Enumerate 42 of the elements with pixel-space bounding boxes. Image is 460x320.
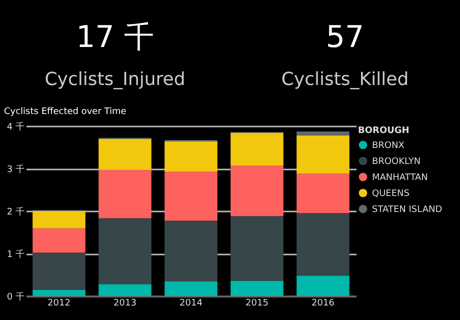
bar [230, 166, 284, 216]
bar [296, 135, 350, 174]
bar [32, 211, 86, 228]
bar [32, 252, 86, 290]
x-tick-label: 2013 [114, 298, 136, 308]
bar [98, 284, 152, 296]
y-tick-label: 1 千 [6, 249, 24, 260]
chart-title: Cyclists Effected over Time [4, 107, 127, 117]
bar [98, 218, 152, 284]
bar [32, 290, 86, 296]
bar [296, 213, 350, 276]
x-tick-label: 2014 [180, 298, 203, 308]
bar [32, 228, 86, 253]
bar [164, 171, 218, 221]
bar [164, 220, 218, 282]
text: Cyclists_Injured [44, 69, 186, 90]
legend-label: BROOKLYN [372, 157, 421, 167]
y-tick-label: 2 千 [6, 206, 24, 218]
text: 57 [326, 20, 364, 55]
x-tick-label: 2012 [48, 298, 70, 308]
bar [98, 170, 152, 218]
bar [230, 280, 284, 296]
bar [296, 276, 350, 296]
y-tick-label: 0 千 [6, 292, 24, 302]
bar [164, 141, 218, 172]
text: Cyclists_Killed [281, 69, 409, 90]
x-tick-label: 2015 [246, 298, 268, 308]
legend-label: BRONX [372, 141, 404, 151]
bar [230, 216, 284, 281]
bar [296, 174, 350, 214]
legend-label: QUEENS [372, 189, 410, 199]
legend-title: BOROUGH [358, 126, 410, 136]
bar [230, 132, 284, 166]
text: 17 千 [76, 20, 154, 55]
bar [98, 138, 152, 170]
bar [296, 132, 350, 136]
y-tick-label: 4 千 [6, 122, 24, 132]
bar [164, 282, 218, 296]
legend-label: MANHATTAN [372, 173, 428, 183]
y-tick-label: 3 千 [6, 164, 24, 175]
legend-label: STATEN ISLAND [372, 205, 442, 215]
x-tick-label: 2016 [312, 298, 335, 308]
